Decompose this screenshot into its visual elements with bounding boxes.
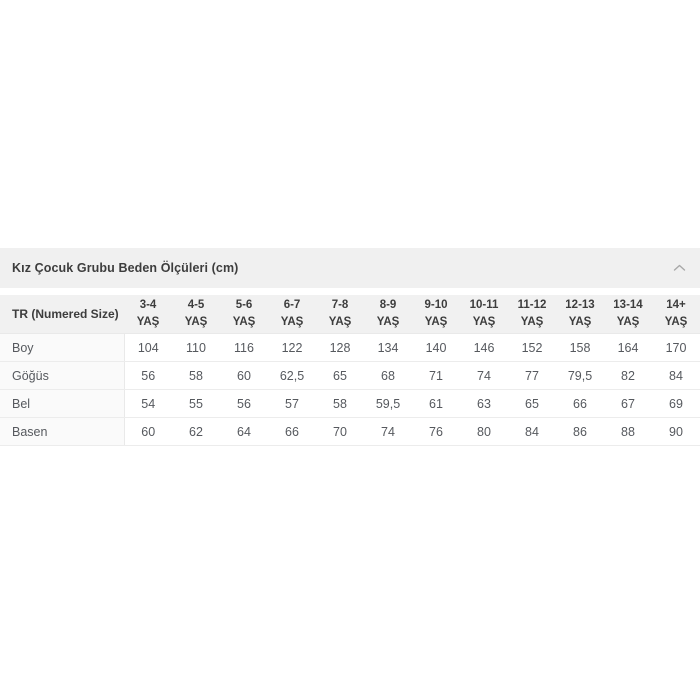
table-cell: 54 bbox=[124, 389, 172, 418]
table-cell: 64 bbox=[220, 417, 268, 446]
table-row-boy: Boy 104 110 116 122 128 134 140 146 152 … bbox=[0, 333, 700, 362]
table-cell: 79,5 bbox=[556, 361, 604, 390]
table-cell: 62 bbox=[172, 417, 220, 446]
table-cell: 84 bbox=[652, 361, 700, 390]
size-column-header: 13-14 YAŞ bbox=[604, 295, 652, 334]
table-cell: 110 bbox=[172, 333, 220, 362]
table-cell: 84 bbox=[508, 417, 556, 446]
table-cell: 164 bbox=[604, 333, 652, 362]
table-row-basen: Basen 60 62 64 66 70 74 76 80 84 86 88 9… bbox=[0, 417, 700, 446]
table-cell: 69 bbox=[652, 389, 700, 418]
size-chart-section: Kız Çocuk Grubu Beden Ölçüleri (cm) TR (… bbox=[0, 248, 700, 446]
size-column-header: 12-13 YAŞ bbox=[556, 295, 604, 334]
measure-label: Basen bbox=[0, 417, 125, 446]
table-cell: 88 bbox=[604, 417, 652, 446]
size-table-corner-header: TR (Numered Size) bbox=[0, 295, 124, 334]
chevron-up-icon[interactable] bbox=[673, 264, 686, 272]
table-cell: 80 bbox=[460, 417, 508, 446]
table-cell: 70 bbox=[316, 417, 364, 446]
measure-label: Boy bbox=[0, 333, 125, 362]
table-cell: 77 bbox=[508, 361, 556, 390]
measure-label: Bel bbox=[0, 389, 125, 418]
table-cell: 55 bbox=[172, 389, 220, 418]
table-cell: 128 bbox=[316, 333, 364, 362]
table-cell: 74 bbox=[460, 361, 508, 390]
table-cell: 63 bbox=[460, 389, 508, 418]
table-cell: 158 bbox=[556, 333, 604, 362]
size-table: TR (Numered Size) 3-4 YAŞ 4-5 YAŞ 5-6 YA… bbox=[0, 295, 700, 446]
table-cell: 56 bbox=[124, 361, 172, 390]
table-cell: 170 bbox=[652, 333, 700, 362]
table-cell: 68 bbox=[364, 361, 412, 390]
table-cell: 66 bbox=[556, 389, 604, 418]
table-cell: 65 bbox=[316, 361, 364, 390]
table-cell: 65 bbox=[508, 389, 556, 418]
table-cell: 67 bbox=[604, 389, 652, 418]
table-cell: 56 bbox=[220, 389, 268, 418]
table-cell: 60 bbox=[220, 361, 268, 390]
table-cell: 76 bbox=[412, 417, 460, 446]
size-column-header: 11-12 YAŞ bbox=[508, 295, 556, 334]
table-cell: 66 bbox=[268, 417, 316, 446]
table-cell: 140 bbox=[412, 333, 460, 362]
size-column-header: 9-10 YAŞ bbox=[412, 295, 460, 334]
table-cell: 134 bbox=[364, 333, 412, 362]
table-cell: 60 bbox=[124, 417, 172, 446]
size-table-header-row: TR (Numered Size) 3-4 YAŞ 4-5 YAŞ 5-6 YA… bbox=[0, 295, 700, 334]
table-cell: 86 bbox=[556, 417, 604, 446]
table-cell: 57 bbox=[268, 389, 316, 418]
table-row-bel: Bel 54 55 56 57 58 59,5 61 63 65 66 67 6… bbox=[0, 389, 700, 418]
table-cell: 152 bbox=[508, 333, 556, 362]
size-column-header: 3-4 YAŞ bbox=[124, 295, 172, 334]
size-column-header: 14+ YAŞ bbox=[652, 295, 700, 334]
measure-label: Göğüs bbox=[0, 361, 125, 390]
table-cell: 62,5 bbox=[268, 361, 316, 390]
table-cell: 58 bbox=[316, 389, 364, 418]
table-cell: 104 bbox=[124, 333, 172, 362]
size-column-header: 6-7 YAŞ bbox=[268, 295, 316, 334]
size-column-header: 5-6 YAŞ bbox=[220, 295, 268, 334]
table-cell: 146 bbox=[460, 333, 508, 362]
table-cell: 61 bbox=[412, 389, 460, 418]
table-cell: 59,5 bbox=[364, 389, 412, 418]
size-chart-accordion-header[interactable]: Kız Çocuk Grubu Beden Ölçüleri (cm) bbox=[0, 248, 700, 288]
size-chart-title: Kız Çocuk Grubu Beden Ölçüleri (cm) bbox=[12, 261, 239, 275]
table-cell: 71 bbox=[412, 361, 460, 390]
table-cell: 116 bbox=[220, 333, 268, 362]
table-cell: 90 bbox=[652, 417, 700, 446]
table-row-gogus: Göğüs 56 58 60 62,5 65 68 71 74 77 79,5 … bbox=[0, 361, 700, 390]
size-column-header: 8-9 YAŞ bbox=[364, 295, 412, 334]
table-cell: 74 bbox=[364, 417, 412, 446]
table-cell: 58 bbox=[172, 361, 220, 390]
table-cell: 82 bbox=[604, 361, 652, 390]
size-column-header: 7-8 YAŞ bbox=[316, 295, 364, 334]
size-column-header: 4-5 YAŞ bbox=[172, 295, 220, 334]
size-column-header: 10-11 YAŞ bbox=[460, 295, 508, 334]
table-cell: 122 bbox=[268, 333, 316, 362]
